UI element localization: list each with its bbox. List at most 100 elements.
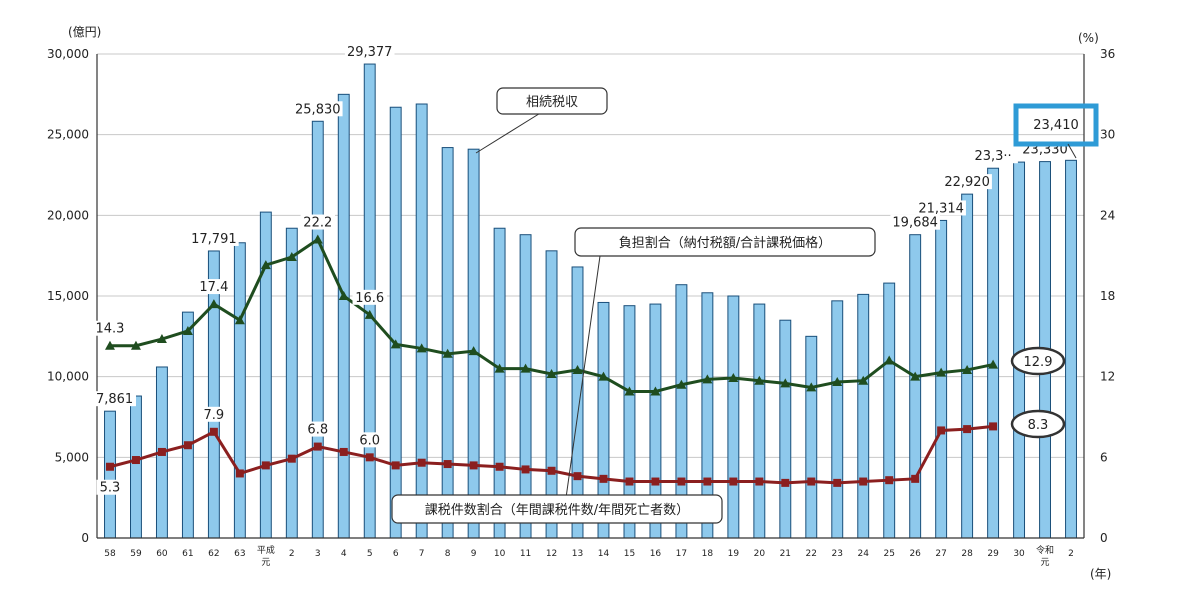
burden-point — [234, 315, 245, 325]
revenue-bar — [104, 410, 116, 539]
right-tick-label: 36 — [1100, 47, 1115, 61]
x-tick-label: 4 — [341, 549, 347, 559]
count-point — [443, 460, 452, 469]
revenue-bar — [883, 282, 896, 539]
bar-data-label: 23,3·· — [974, 149, 1011, 164]
burden-point — [442, 348, 453, 358]
count-point — [781, 478, 790, 487]
burden-point — [156, 334, 167, 344]
left-tick-label: 10,000 — [47, 370, 89, 384]
revenue-bar — [493, 227, 506, 539]
count-point — [313, 442, 322, 451]
x-tick-label: 13 — [572, 549, 583, 559]
left-tick-label: 30,000 — [47, 47, 89, 61]
count-callout-label: 課税件数割合（年間課税件数/年間死亡者数） — [425, 502, 689, 518]
count-data-label-bg — [200, 406, 228, 422]
revenue-bar — [467, 148, 480, 539]
count-end-badge: 8.3 — [1010, 409, 1066, 439]
count-point — [209, 427, 218, 436]
bar-data-label: 25,830 — [295, 102, 341, 117]
burden-end-badge: 12.9 — [1010, 346, 1066, 376]
burden-point — [104, 340, 115, 350]
count-point — [963, 425, 972, 434]
count-point — [261, 461, 270, 470]
x-tick-label: 令和 — [1036, 544, 1054, 556]
burden-point — [520, 363, 531, 373]
count-point — [833, 478, 842, 487]
left-axis-unit: (億円) — [68, 25, 101, 39]
left-tick-label: 15,000 — [47, 289, 89, 303]
count-point — [677, 477, 686, 486]
revenue-bar — [727, 295, 740, 539]
right-tick-label: 12 — [1100, 370, 1115, 384]
x-tick-label: 28 — [961, 549, 973, 559]
count-point — [365, 453, 374, 462]
burden-point — [130, 340, 141, 350]
burden-point — [702, 374, 713, 384]
x-tick-label: 元 — [261, 558, 270, 568]
left-tick-label: 20,000 — [47, 208, 89, 222]
burden-point — [494, 363, 505, 373]
burden-point — [182, 325, 193, 335]
bar-data-label-bg — [292, 101, 343, 117]
count-point — [703, 477, 712, 486]
burden-point — [676, 379, 687, 389]
left-tick-label: 25,000 — [47, 128, 89, 142]
x-tick-label: 62 — [208, 549, 219, 559]
x-tick-label: 19 — [728, 549, 740, 559]
revenue-bar — [831, 300, 844, 539]
count-point — [183, 441, 192, 450]
burden-data-label: 22.2 — [303, 216, 332, 231]
left-tick-labels: 0 5,000 10,000 15,000 20,000 25,000 30,000 — [47, 47, 89, 545]
count-point — [391, 461, 400, 470]
burden-point — [338, 291, 349, 300]
x-tick-label: 60 — [156, 549, 168, 559]
x-tick-label: 12 — [546, 549, 557, 559]
burden-point — [312, 234, 323, 244]
bar-data-label: 17,791 — [191, 232, 237, 247]
x-tick-label: 21 — [780, 549, 791, 559]
revenue-bar — [519, 234, 532, 539]
burden-point — [546, 368, 557, 378]
x-tick-label: 11 — [520, 549, 531, 559]
count-point — [235, 469, 244, 478]
count-data-label-bg — [96, 479, 124, 495]
count-point — [937, 426, 946, 435]
burden-point — [468, 346, 479, 356]
burden-point — [936, 367, 947, 377]
count-point — [521, 465, 530, 474]
burden-point — [806, 382, 817, 392]
right-tick-label: 24 — [1100, 208, 1115, 222]
x-tick-label: 20 — [754, 549, 766, 559]
revenue-bar — [935, 219, 948, 539]
revenue-callout-label: 相続税収 — [526, 95, 578, 110]
count-data-label: 6.8 — [307, 423, 328, 438]
burden-point — [598, 371, 609, 381]
count-point — [287, 454, 296, 463]
x-tick-label: 6 — [393, 549, 399, 559]
burden-data-label-bg — [352, 289, 387, 305]
burden-point — [260, 260, 271, 270]
latest-value-label: 23,410 — [1033, 118, 1079, 133]
burden-point — [988, 359, 999, 369]
x-tick-label: 3 — [315, 549, 321, 559]
right-axis-unit: (%) — [1078, 31, 1099, 45]
revenue-bar — [441, 147, 454, 539]
x-tick-label: 23 — [832, 549, 843, 559]
count-callout: 課税件数割合（年間課税件数/年間死亡者数） — [391, 494, 723, 524]
bar-data-label: 22,920 — [944, 175, 990, 190]
count-point — [105, 462, 114, 471]
count-data-label: 5.3 — [100, 481, 121, 496]
x-tick-label: 59 — [130, 549, 142, 559]
x-tick-label: 30 — [1013, 549, 1025, 559]
count-point — [547, 466, 556, 475]
x-tick-label: 25 — [883, 549, 894, 559]
revenue-bar — [1065, 159, 1077, 539]
burden-point — [910, 371, 921, 381]
count-point — [573, 472, 582, 481]
bar-data-label-bg — [916, 200, 966, 216]
x-tick-label: 10 — [494, 549, 506, 559]
x-tick-label: 2 — [1068, 549, 1074, 559]
burden-end-label: 12.9 — [1024, 355, 1053, 370]
